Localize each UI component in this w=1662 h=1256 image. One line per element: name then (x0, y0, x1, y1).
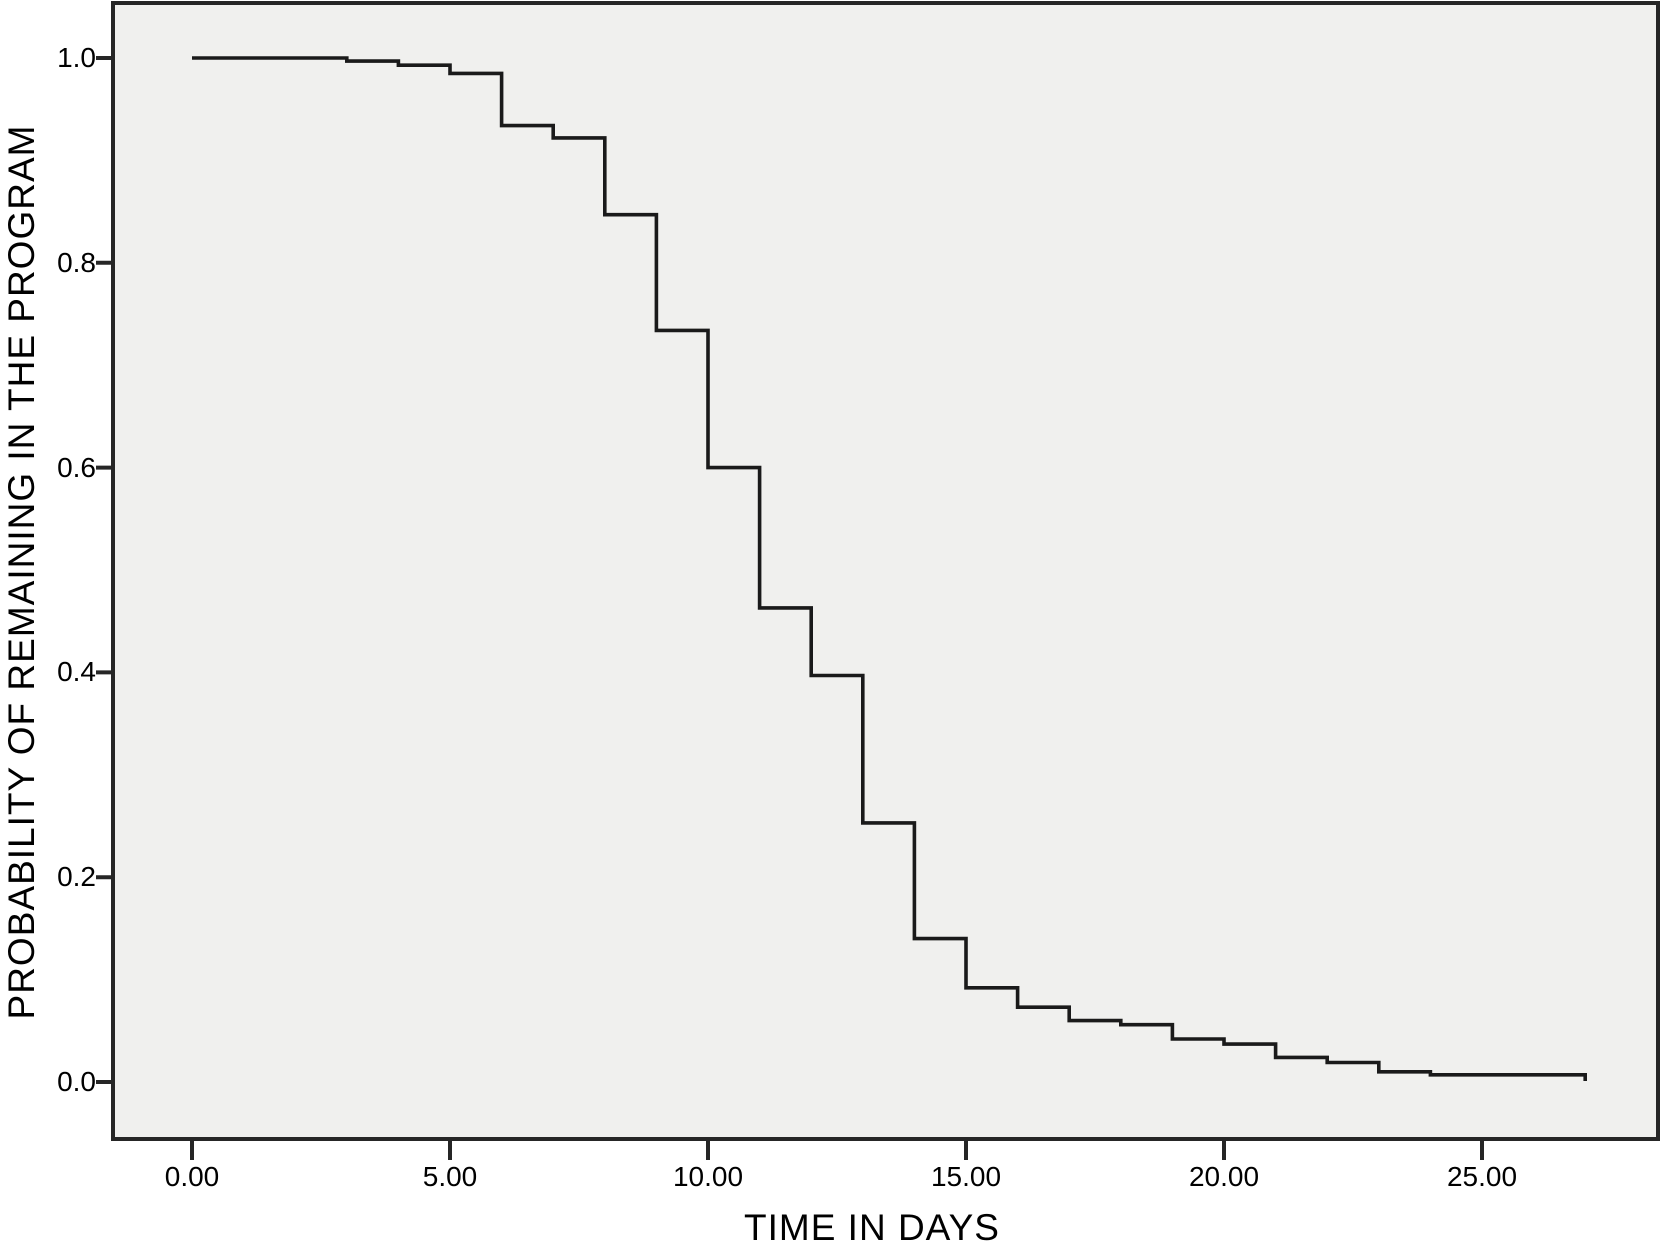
x-tick-label-15.00: 15.00 (930, 1161, 1002, 1192)
x-axis-title: TIME IN DAYS (744, 1207, 1000, 1248)
y-tick-label-0.2: 0.2 (57, 861, 96, 893)
y-axis-title: PROBABILITY OF REMAINING IN THE PROGRAM (1, 124, 42, 1020)
x-tick-label-20.00: 20.00 (1188, 1161, 1260, 1192)
x-tick-label-5.00: 5.00 (422, 1161, 478, 1192)
survival-step-line (192, 56, 1587, 1081)
y-tick-label-0.8: 0.8 (57, 246, 96, 278)
x-tick-label-0.00: 0.00 (164, 1161, 220, 1192)
y-tick-label-1.0: 1.0 (57, 42, 96, 73)
y-tick-label-0.6: 0.6 (57, 451, 96, 483)
plot-border (111, 1, 1660, 1141)
x-tick-label-25.00: 25.00 (1446, 1161, 1518, 1192)
y-tick-label-0.4: 0.4 (57, 656, 96, 688)
plot-area (113, 3, 1658, 1139)
x-tick-label-10.00: 10.00 (672, 1161, 744, 1192)
y-tick-label-0.0: 0.0 (57, 1066, 96, 1097)
